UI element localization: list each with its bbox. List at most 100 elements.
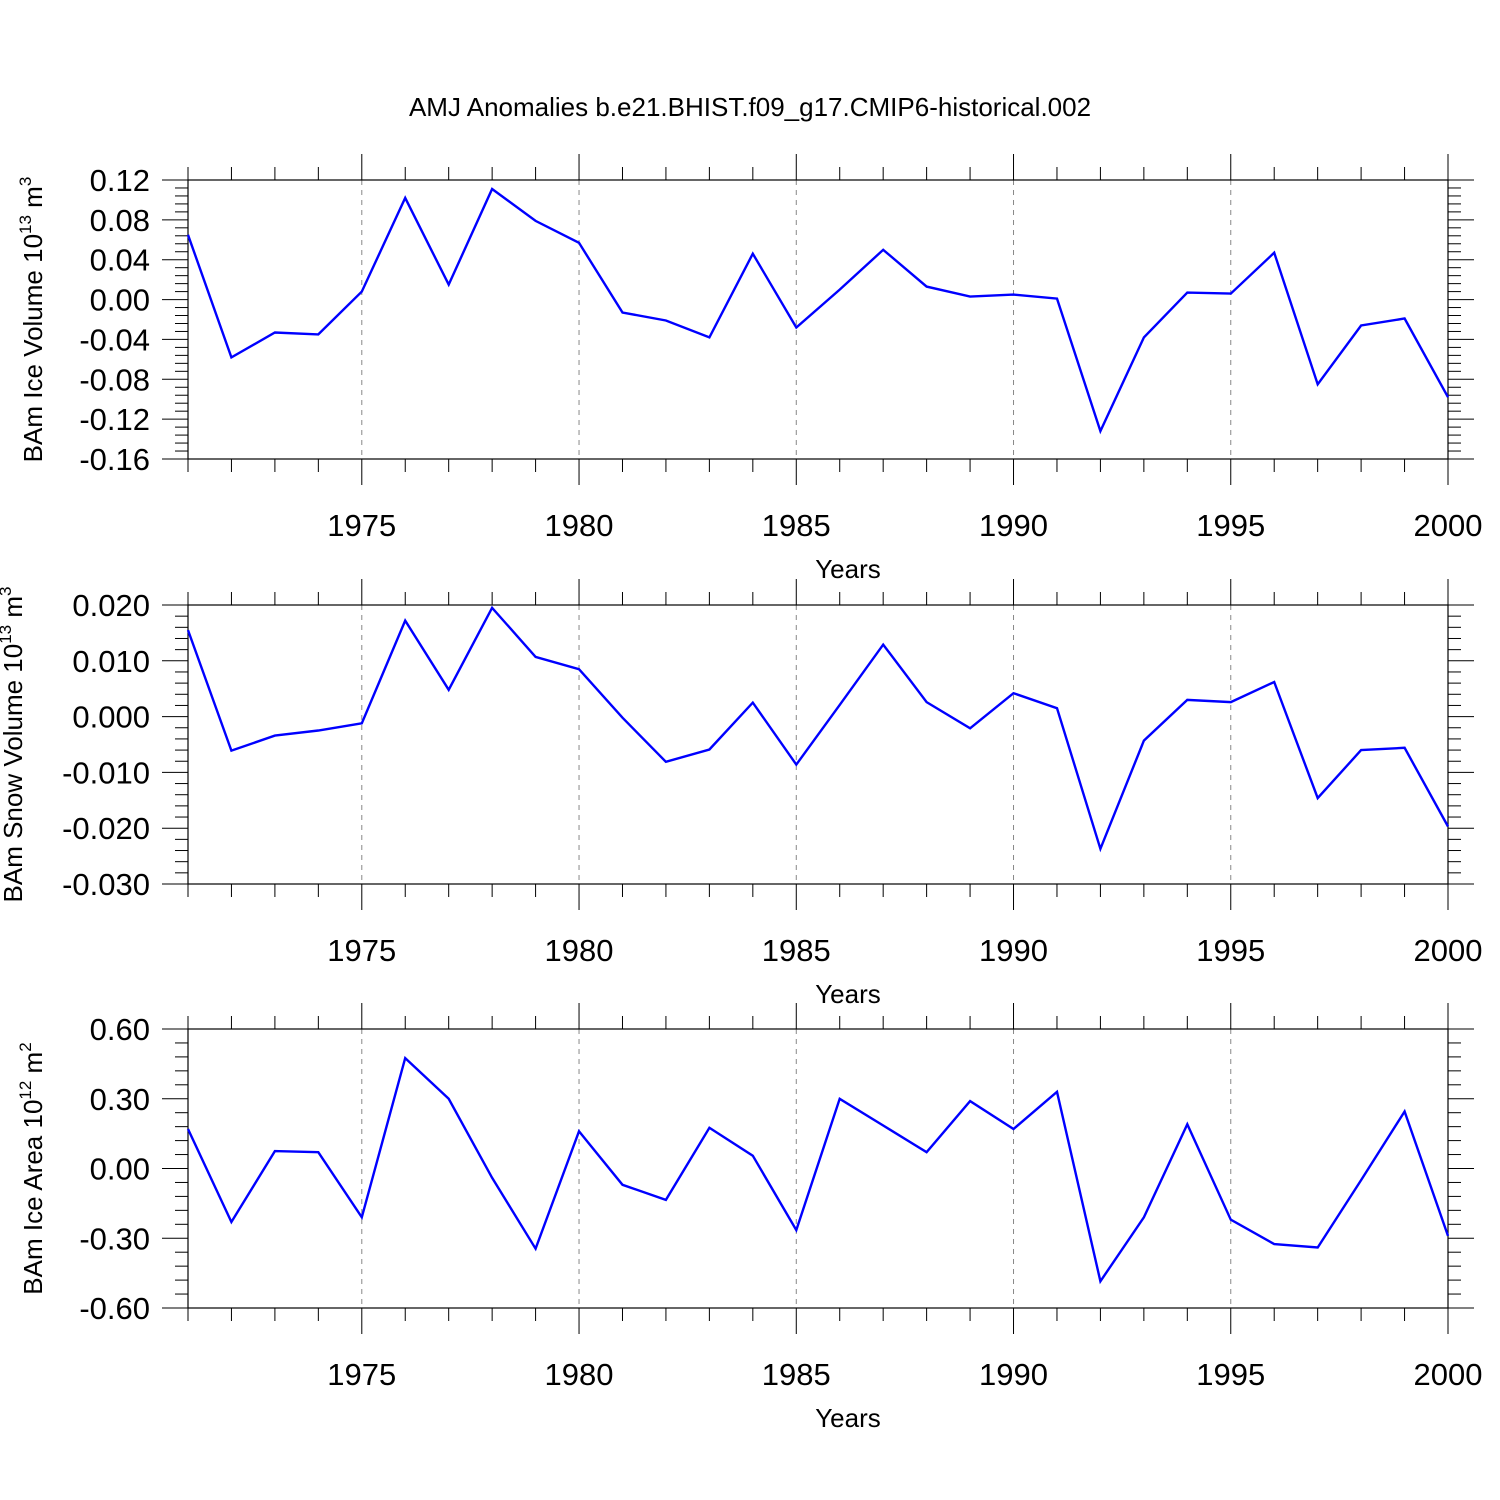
data-point (1186, 292, 1188, 294)
x-tick-label: 1985 (762, 508, 831, 543)
data-point (1273, 252, 1275, 254)
y-tick-label: 0.00 (90, 1152, 150, 1187)
data-point (708, 749, 710, 751)
data-point (752, 253, 754, 255)
data-point (665, 761, 667, 763)
x-tick-label: 2000 (1414, 1357, 1483, 1392)
y-axis-label-exponent: 2 (16, 1042, 35, 1051)
data-point (1447, 1235, 1449, 1237)
data-point (969, 296, 971, 298)
data-point (1013, 692, 1015, 694)
data-point (969, 727, 971, 729)
data-point (404, 1057, 406, 1059)
data-point (1404, 747, 1406, 749)
y-axis-label-text: m (0, 596, 28, 625)
y-tick-label: 0.010 (72, 644, 150, 679)
data-point (1317, 1247, 1319, 1249)
data-point (1186, 1123, 1188, 1125)
data-point (708, 336, 710, 338)
data-point (361, 1216, 363, 1218)
x-tick-label: 2000 (1414, 933, 1483, 968)
data-point (1013, 1128, 1015, 1130)
y-axis-label-exponent: 13 (16, 215, 35, 234)
data-point (535, 656, 537, 658)
data-point (665, 1199, 667, 1201)
data-point (839, 289, 841, 291)
data-point (1273, 1243, 1275, 1245)
chart-title: AMJ Anomalies b.e21.BHIST.f09_g17.CMIP6-… (409, 92, 1091, 122)
data-point (1013, 294, 1015, 296)
data-point (882, 644, 884, 646)
y-tick-label: -0.010 (62, 755, 150, 790)
data-point (926, 701, 928, 703)
data-point (621, 312, 623, 314)
data-point (230, 356, 232, 358)
data-point (230, 750, 232, 752)
data-point (578, 1130, 580, 1132)
x-tick-label: 1990 (979, 508, 1048, 543)
plot-frame (187, 179, 1449, 460)
x-tick-label: 1980 (545, 508, 614, 543)
data-point (361, 722, 363, 724)
data-point (317, 730, 319, 732)
data-point (795, 326, 797, 328)
y-tick-label: 0.020 (72, 588, 150, 623)
data-point (1143, 740, 1145, 742)
x-tick-label: 1990 (979, 933, 1048, 968)
data-point (535, 220, 537, 222)
x-tick-label: 1975 (327, 1357, 396, 1392)
data-point (448, 1098, 450, 1100)
data-point (187, 234, 189, 236)
data-point (448, 689, 450, 691)
y-axis-label-exponent: 3 (0, 587, 15, 596)
x-tick-label: 1995 (1196, 1357, 1265, 1392)
series-line (186, 187, 1450, 435)
data-point (274, 331, 276, 333)
x-tick-label: 1995 (1196, 933, 1265, 968)
y-axis-label-text: BAm Ice Area 10 (18, 1100, 48, 1295)
chart-panel-3: -0.60 -0.30 0.00 0.30 0.60 1975 1980 1985 1990 19… (16, 1003, 1482, 1433)
x-tick-label: 1985 (762, 1357, 831, 1392)
x-axis-label: Years (815, 554, 881, 584)
y-tick-label: 0.08 (90, 203, 150, 238)
x-tick-label: 1975 (327, 508, 396, 543)
y-tick-label: -0.30 (79, 1221, 150, 1256)
y-tick-label: 0.30 (90, 1082, 150, 1117)
x-tick-label: 1990 (979, 1357, 1048, 1392)
data-point (187, 629, 189, 631)
data-point (1404, 1111, 1406, 1113)
data-point (621, 717, 623, 719)
data-point (491, 607, 493, 609)
y-tick-label: 0.60 (90, 1012, 150, 1047)
data-point (361, 291, 363, 293)
x-tick-label: 2000 (1414, 508, 1483, 543)
y-tick-label: -0.04 (79, 322, 150, 357)
y-axis-label: BAm Ice Area 1012 m2 (16, 1042, 48, 1294)
data-point (708, 1127, 710, 1129)
data-point (578, 668, 580, 670)
y-tick-label: 0.00 (90, 283, 150, 318)
y-tick-label: -0.08 (79, 362, 150, 397)
y-tick-label: -0.020 (62, 811, 150, 846)
x-tick-label: 1980 (545, 933, 614, 968)
data-point (1056, 707, 1058, 709)
data-point (839, 1098, 841, 1100)
data-point (752, 1155, 754, 1157)
data-point (187, 1128, 189, 1130)
x-axis-label: Years (815, 1403, 881, 1433)
data-point (1099, 1280, 1101, 1282)
data-point (1447, 396, 1449, 398)
data-point (621, 1184, 623, 1186)
data-point (578, 242, 580, 244)
data-point (1317, 383, 1319, 385)
y-tick-label: 0.12 (90, 163, 150, 198)
data-point (317, 333, 319, 335)
data-point (491, 1177, 493, 1179)
data-point (404, 620, 406, 622)
data-point (1186, 699, 1188, 701)
x-axis-label: Years (815, 979, 881, 1009)
x-tick-label: 1995 (1196, 508, 1265, 543)
y-tick-label: 0.000 (72, 700, 150, 735)
data-point (1230, 1219, 1232, 1221)
